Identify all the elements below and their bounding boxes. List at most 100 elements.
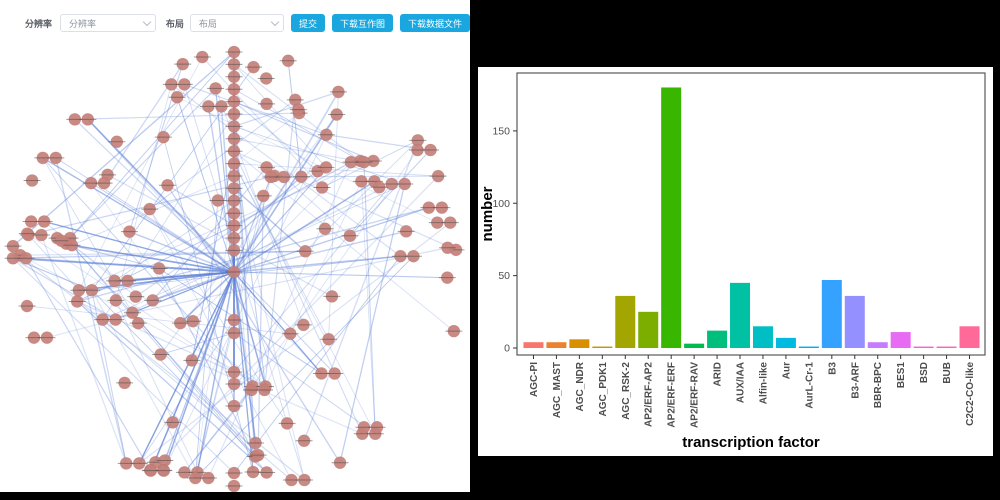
- network-edge: [176, 97, 235, 273]
- network-edge: [26, 305, 291, 335]
- network-edge: [160, 332, 235, 355]
- network-edge: [25, 257, 151, 471]
- network-edge: [69, 87, 217, 239]
- network-edge: [233, 183, 392, 373]
- network-edge: [233, 64, 327, 168]
- network-edge: [90, 182, 235, 385]
- network-edge: [233, 150, 363, 434]
- network-edge: [135, 170, 318, 298]
- resolution-select[interactable]: 分辨率: [60, 14, 156, 32]
- network-edge: [303, 140, 419, 442]
- layout-select[interactable]: 布局: [189, 14, 284, 32]
- network-edge: [220, 106, 235, 273]
- network-edge: [115, 300, 198, 473]
- x-tick-label: ARID: [713, 362, 724, 386]
- network-edge: [42, 157, 235, 273]
- network-edge: [233, 88, 361, 162]
- network-edge: [138, 271, 235, 464]
- network-edge: [184, 386, 253, 473]
- network-canvas[interactable]: [0, 36, 470, 493]
- network-edge: [152, 271, 235, 302]
- network-edge: [201, 56, 323, 188]
- network-edge: [257, 195, 264, 456]
- x-tick-label: BBR-BPC: [873, 362, 884, 408]
- network-edge: [263, 99, 296, 391]
- layout-label: 布局: [165, 18, 184, 29]
- network-edge: [27, 233, 235, 373]
- network-edge: [166, 184, 341, 464]
- network-edge: [233, 271, 257, 444]
- network-edge: [71, 244, 160, 270]
- network-edge: [91, 255, 401, 291]
- network-edge: [233, 206, 430, 273]
- x-tick-label: AurL-Cr-1: [804, 362, 815, 409]
- network-svg: [4, 45, 465, 493]
- y-tick-label: 150: [492, 125, 510, 137]
- network-edge: [233, 112, 300, 164]
- network-edge: [128, 63, 184, 232]
- x-tick-label: AGC_PDK1: [598, 362, 609, 417]
- submit-button[interactable]: 提交: [290, 14, 325, 32]
- bar: [546, 342, 567, 348]
- network-edge: [233, 271, 257, 444]
- network-edge: [233, 225, 256, 457]
- network-edge: [163, 134, 327, 471]
- y-tick-label: 100: [492, 198, 510, 210]
- chevron-down-icon: [142, 17, 152, 27]
- network-edge: [43, 220, 235, 273]
- plot-area: [516, 72, 986, 356]
- network-edge: [207, 106, 235, 273]
- network-edge: [91, 289, 196, 479]
- network-panel: 分辨率 分辨率 布局 布局 提交 下载互作图 下载数据文件: [0, 0, 470, 493]
- bar: [523, 342, 544, 348]
- network-edge: [158, 268, 256, 457]
- y-axis-title: number: [479, 186, 496, 241]
- bar: [592, 346, 613, 348]
- x-tick-label: BUB: [942, 362, 953, 384]
- network-edge: [115, 84, 172, 301]
- network-edge: [152, 166, 267, 301]
- download-interaction-graph-button[interactable]: 下载互作图: [331, 14, 393, 32]
- network-edge: [233, 271, 322, 374]
- network-edge: [76, 225, 235, 302]
- network-edge: [360, 181, 376, 434]
- network-edge: [339, 183, 406, 463]
- x-tick-label: Aur: [781, 362, 792, 379]
- network-edge: [233, 230, 407, 273]
- network-edge: [207, 161, 352, 479]
- bar: [959, 326, 980, 348]
- bar: [936, 346, 957, 348]
- bar: [913, 346, 934, 348]
- x-tick-label: B3: [827, 362, 838, 375]
- network-edge: [195, 255, 414, 479]
- network-edge: [132, 312, 256, 457]
- network-edge: [233, 271, 267, 387]
- network-edge: [138, 271, 235, 464]
- bar: [661, 87, 682, 348]
- network-edge: [349, 149, 431, 237]
- network-edge: [87, 119, 322, 374]
- download-data-file-button[interactable]: 下载数据文件: [399, 14, 470, 32]
- x-tick-label: AGC_NDR: [575, 361, 586, 411]
- network-edge: [233, 126, 405, 185]
- network-edge: [233, 126, 252, 391]
- barchart-svg: 0 50 100 150 AGC-PI AGC_MAST AGC_NDR AGC_PDK1 AG…: [479, 72, 986, 451]
- network-edge: [12, 51, 235, 247]
- network-edge: [167, 184, 235, 227]
- network-edge: [12, 257, 116, 321]
- network-edge: [163, 271, 235, 471]
- network-edge: [71, 244, 267, 473]
- y-tick-label: 50: [498, 270, 510, 282]
- network-edge: [233, 255, 401, 474]
- network-edge: [301, 175, 439, 178]
- x-tick-label: AGC_MAST: [552, 362, 563, 418]
- chart-panel: 0 50 100 150 AGC-PI AGC_MAST AGC_NDR AGC_PDK1 AG…: [478, 67, 993, 456]
- network-edge: [183, 389, 252, 473]
- network-edge: [160, 114, 338, 355]
- network-edge: [233, 138, 365, 163]
- chevron-down-icon: [270, 17, 280, 27]
- network-edge: [25, 257, 266, 387]
- network-edge: [233, 271, 254, 473]
- resolution-label: 分辨率: [25, 18, 53, 29]
- y-tick-label: 0: [504, 343, 510, 355]
